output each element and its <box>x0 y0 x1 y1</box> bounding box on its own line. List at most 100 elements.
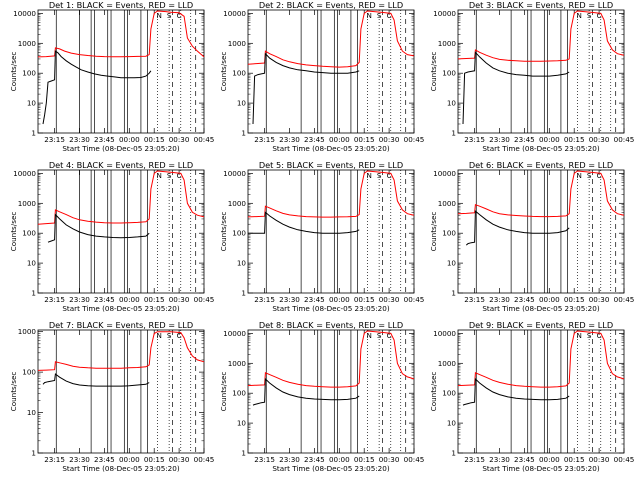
y-tick-label: 1000 <box>228 39 247 48</box>
series-line-lld <box>37 10 205 58</box>
x-tick-label: 23:15 <box>44 295 65 304</box>
x-tick-label: 23:30 <box>69 295 90 304</box>
y-tick-label: 10000 <box>13 9 36 18</box>
x-tick-label: 00:30 <box>379 455 400 464</box>
x-tick-label: 00:45 <box>194 455 215 464</box>
y-tick-label: 1 <box>241 289 246 298</box>
panel-title: Det 6: BLACK = Events, RED = LLD <box>469 160 613 170</box>
plot-frame <box>37 329 205 454</box>
x-tick-label: 23:15 <box>44 135 65 144</box>
plot-frame <box>457 169 625 294</box>
x-tick-label: 23:30 <box>69 135 90 144</box>
x-axis-label: Start Time (08-Dec-05 23:05:20) <box>482 144 599 153</box>
series-line-lld <box>457 10 625 62</box>
x-axis-label: Start Time (08-Dec-05 23:05:20) <box>272 464 389 473</box>
panel-title: Det 2: BLACK = Events, RED = LLD <box>259 0 403 10</box>
x-tick-label: 23:15 <box>44 455 65 464</box>
x-tick-label: 23:45 <box>94 295 115 304</box>
state-label-s: S <box>587 171 592 180</box>
y-tick-label: 1 <box>241 129 246 138</box>
series-line-events <box>42 50 152 125</box>
x-tick-label: 00:45 <box>614 455 635 464</box>
plot-frame <box>457 329 625 454</box>
state-label-c: C <box>387 11 392 20</box>
x-tick-label: 23:15 <box>254 455 275 464</box>
y-axis-label: Counts/sec <box>219 212 228 252</box>
x-tick-label: 00:00 <box>329 455 350 464</box>
x-tick-label: 00:45 <box>194 295 215 304</box>
y-tick-label: 1000 <box>228 199 247 208</box>
series-line-lld <box>247 330 415 388</box>
x-tick-label: 00:15 <box>144 295 165 304</box>
y-tick-label: 10000 <box>13 169 36 178</box>
x-tick-label: 00:15 <box>564 135 585 144</box>
x-tick-label: 23:15 <box>464 455 485 464</box>
x-tick-label: 00:30 <box>169 135 190 144</box>
state-label-s: S <box>587 11 592 20</box>
state-label-n: N <box>156 171 161 180</box>
y-tick-label: 100 <box>442 229 456 238</box>
y-axis-label: Counts/sec <box>219 52 228 92</box>
y-tick-label: 10 <box>447 259 457 268</box>
series-line-lld <box>37 331 205 371</box>
y-tick-label: 100 <box>232 389 246 398</box>
x-tick-label: 23:30 <box>489 135 510 144</box>
x-tick-label: 00:00 <box>329 135 350 144</box>
y-tick-label: 1 <box>451 289 456 298</box>
x-tick-label: 23:45 <box>304 455 325 464</box>
state-label-c: C <box>177 171 182 180</box>
series-line-lld <box>247 10 415 68</box>
state-label-s: S <box>587 331 592 340</box>
series-line-lld <box>457 330 625 388</box>
state-label-s: S <box>377 171 382 180</box>
plot-frame <box>247 329 415 454</box>
x-axis-label: Start Time (08-Dec-05 23:05:20) <box>62 304 179 313</box>
y-tick-label: 1000 <box>18 199 37 208</box>
state-label-c: C <box>177 331 182 340</box>
y-tick-label: 10 <box>237 99 247 108</box>
state-label-s: S <box>377 11 382 20</box>
x-tick-label: 00:15 <box>354 295 375 304</box>
y-axis-label: Counts/sec <box>429 212 438 252</box>
series-line-events <box>462 51 570 125</box>
y-tick-label: 10000 <box>223 9 246 18</box>
state-label-c: C <box>597 331 602 340</box>
y-tick-label: 10 <box>27 408 37 417</box>
y-tick-label: 1 <box>31 449 36 458</box>
x-tick-label: 00:15 <box>354 455 375 464</box>
x-tick-label: 23:45 <box>304 295 325 304</box>
y-tick-label: 1000 <box>18 327 37 336</box>
state-label-c: C <box>177 11 182 20</box>
x-tick-label: 23:30 <box>279 295 300 304</box>
y-tick-label: 10000 <box>433 329 456 338</box>
y-axis-label: Counts/sec <box>9 212 18 252</box>
panel-title: Det 8: BLACK = Events, RED = LLD <box>259 320 403 330</box>
x-tick-label: 23:45 <box>514 295 535 304</box>
y-tick-label: 10 <box>27 259 37 268</box>
y-tick-label: 100 <box>22 69 36 78</box>
state-label-c: C <box>387 331 392 340</box>
state-label-n: N <box>156 11 161 20</box>
series-line-events <box>248 211 360 234</box>
state-label-n: N <box>366 331 371 340</box>
panel-title: Det 1: BLACK = Events, RED = LLD <box>49 0 193 10</box>
x-tick-label: 00:30 <box>379 135 400 144</box>
x-tick-label: 23:30 <box>489 455 510 464</box>
state-label-n: N <box>576 331 581 340</box>
x-tick-label: 23:45 <box>514 455 535 464</box>
x-tick-label: 23:45 <box>94 455 115 464</box>
x-tick-label: 00:45 <box>614 295 635 304</box>
x-tick-label: 00:00 <box>119 135 140 144</box>
x-tick-label: 00:00 <box>539 135 560 144</box>
x-axis-label: Start Time (08-Dec-05 23:05:20) <box>482 304 599 313</box>
plot-frame <box>37 169 205 294</box>
state-label-s: S <box>167 331 172 340</box>
series-line-events <box>465 210 570 246</box>
state-label-n: N <box>576 11 581 20</box>
